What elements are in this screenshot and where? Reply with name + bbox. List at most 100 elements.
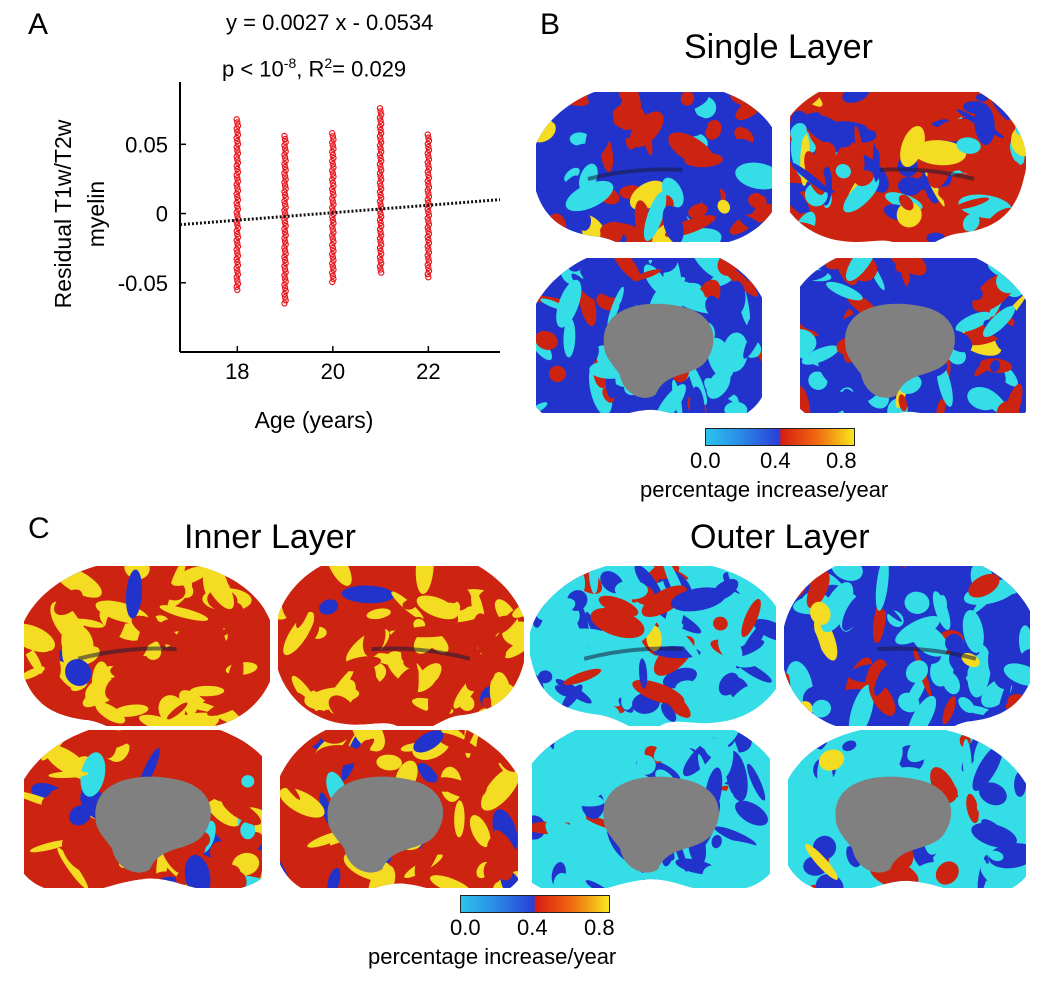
scatter-point [282, 166, 289, 174]
activation-patch [756, 92, 772, 112]
fit-stats: p < 10-8, R2= 0.029 [222, 55, 406, 82]
activation-patch [97, 730, 117, 759]
activation-patch [653, 731, 683, 762]
single-layer-colorbar [705, 428, 855, 446]
scatter-point [377, 139, 385, 146]
activation-patch [842, 92, 870, 103]
activation-patch [1003, 383, 1023, 413]
sylvian-fissure [877, 646, 977, 661]
r-squared-exponent: 2 [324, 55, 333, 71]
activation-patch [226, 831, 262, 861]
scatter-point [234, 286, 241, 294]
activation-patch [538, 670, 553, 684]
scatter-point [234, 131, 242, 139]
scatter-point [377, 120, 385, 128]
activation-patch [366, 608, 391, 620]
activation-patch [629, 111, 664, 148]
scatter-point [234, 212, 241, 219]
scatter-point [329, 142, 337, 149]
activation-patch [800, 385, 811, 413]
activation-patch [551, 389, 567, 402]
sylvian-fissure [879, 167, 975, 181]
activation-patch [536, 761, 556, 780]
activation-patch [536, 149, 559, 165]
activation-patch [982, 305, 1016, 338]
scatter-point [329, 198, 337, 205]
scatter-point [281, 207, 288, 214]
activation-patch [206, 796, 241, 827]
activation-patch [136, 578, 158, 600]
activation-patch [24, 850, 34, 867]
scatter-point [424, 215, 431, 222]
scatter-point [424, 270, 431, 278]
activation-patch [585, 107, 614, 161]
outer-layer-title: Outer Layer [690, 518, 870, 556]
activation-patch [697, 738, 727, 757]
activation-patch [201, 566, 235, 610]
activation-patch [553, 872, 571, 888]
scatter-point [329, 139, 336, 146]
outer-lateral-left-brain [530, 566, 776, 726]
scatter-point [282, 231, 289, 239]
scatter-point [281, 151, 288, 158]
scatter-point [234, 175, 241, 182]
activation-patch [530, 627, 546, 644]
activation-patch [713, 616, 728, 631]
scatter-point [281, 228, 289, 236]
activation-patch [981, 819, 1003, 837]
activation-patch [61, 836, 94, 872]
inner-lateral-right-brain [278, 566, 524, 726]
activation-patch [654, 94, 709, 117]
activation-patch [988, 843, 1026, 869]
activation-patch [545, 819, 592, 859]
activation-patch [240, 821, 256, 840]
scatter-point [234, 240, 241, 247]
cortex-surface [278, 566, 524, 726]
activation-patch [843, 176, 880, 213]
activation-patch [660, 702, 677, 722]
sylvian-fissure [77, 646, 177, 661]
bottom-cb-tick-2: 0.8 [584, 915, 615, 940]
scatter-point [377, 111, 385, 118]
scatter-point [282, 297, 289, 304]
scatter-point [234, 187, 242, 194]
scatter-point [329, 250, 336, 258]
activation-patch [576, 210, 592, 231]
scatter-point [281, 294, 289, 301]
activation-patch [113, 704, 149, 717]
scatter-point [424, 159, 431, 166]
scatter-point [424, 131, 431, 138]
scatter-point [377, 108, 384, 115]
activation-patch [905, 675, 927, 710]
activation-patch [674, 626, 702, 663]
sylvian-fissure [583, 646, 683, 661]
fit-line [179, 198, 501, 227]
activation-patch [413, 730, 444, 753]
activation-patch [146, 670, 190, 681]
activation-patch [988, 850, 1004, 862]
scatter-point [425, 236, 432, 244]
activation-patch [864, 112, 882, 131]
activation-patch [718, 672, 739, 696]
activation-patch [896, 202, 922, 228]
scatter-point [425, 218, 432, 225]
activation-patch [835, 164, 851, 179]
activation-patch [416, 595, 458, 620]
scatter-point [281, 145, 289, 152]
scatter-point [377, 164, 384, 171]
activation-patch [483, 859, 503, 884]
activation-patch [742, 849, 761, 867]
scatter-point [281, 300, 288, 307]
scatter-point [234, 178, 242, 185]
scatter-point [234, 122, 242, 129]
activation-patch [675, 680, 700, 698]
scatter-point [281, 191, 289, 199]
scatter-point [282, 250, 289, 257]
activation-patch [718, 313, 743, 328]
activation-patch [57, 847, 89, 888]
scatter-point [425, 156, 433, 163]
activation-patch [801, 345, 839, 365]
scatter-point [233, 227, 240, 235]
activation-patch [536, 92, 545, 110]
activation-patch [678, 566, 724, 577]
